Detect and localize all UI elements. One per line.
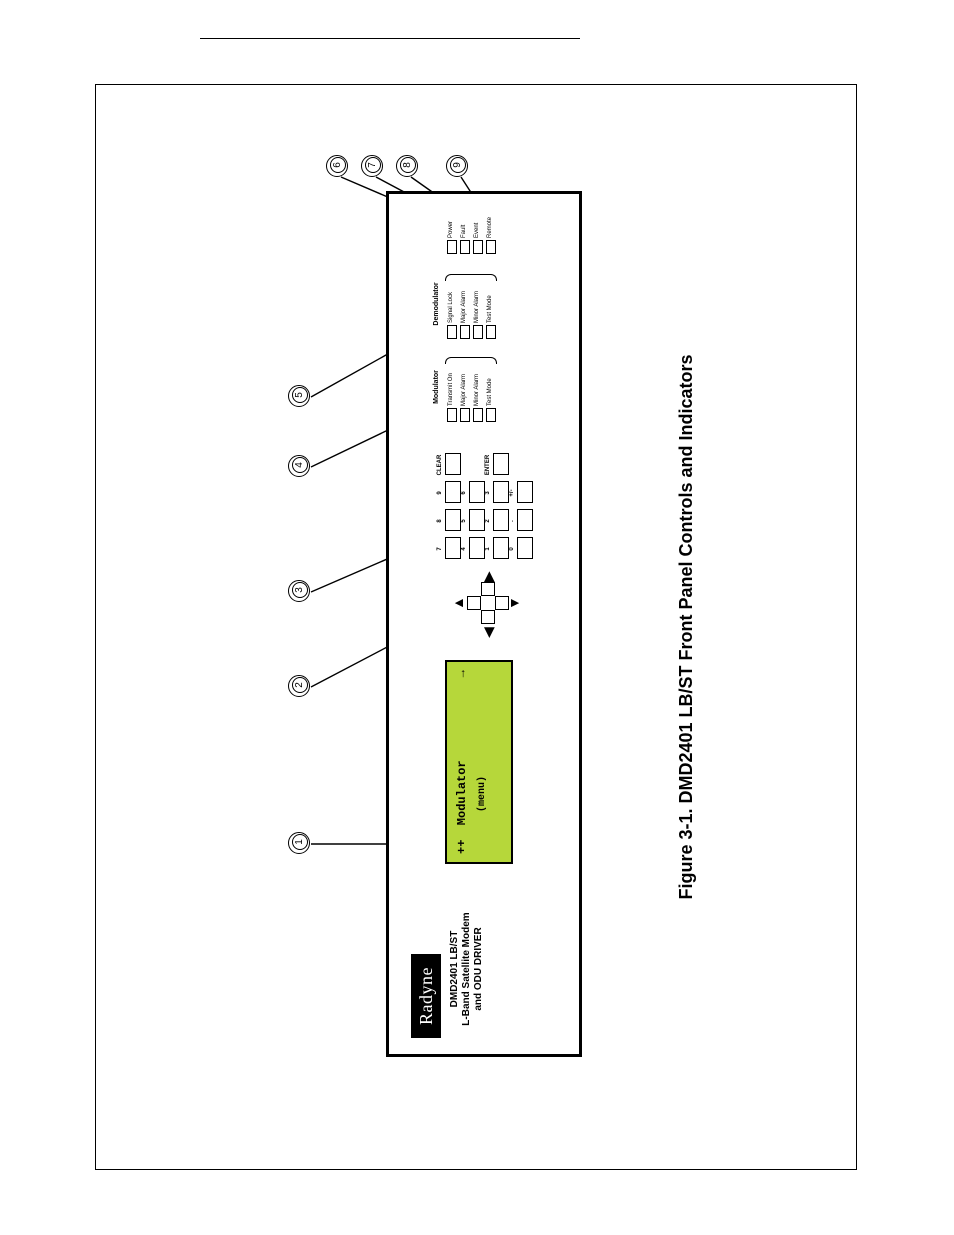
key-clear[interactable]: [445, 453, 461, 475]
front-panel-figure: 1 2 3 4 5 6 7 8 9 Radyne DMD2401 LB/ST L…: [116, 117, 836, 1137]
key-6[interactable]: [469, 481, 485, 503]
key-label: 6: [461, 481, 467, 505]
led-label: Fault: [460, 225, 468, 238]
led-mod-test: [486, 408, 496, 422]
callout-8: 8: [396, 155, 418, 177]
led-fault: [460, 240, 470, 254]
led-label: Transmit On: [447, 373, 455, 406]
brand-logo: Radyne: [411, 954, 441, 1038]
key-label: 9: [437, 481, 443, 505]
product-line-2: L-Band Satellite Modem: [461, 912, 472, 1025]
lcd-line-2: (menu): [477, 776, 488, 812]
figure-frame: 1 2 3 4 5 6 7 8 9 Radyne DMD2401 LB/ST L…: [95, 84, 857, 1170]
key-7[interactable]: [445, 537, 461, 559]
led-power: [447, 240, 457, 254]
cursor-right-button[interactable]: [481, 582, 495, 596]
led-label: Signal Lock: [447, 292, 455, 323]
lcd-display: ++ Modulator → (menu): [445, 660, 513, 864]
callout-5: 5: [288, 385, 310, 407]
arrow-right-icon: ▶: [481, 571, 495, 582]
callout-7: 7: [361, 155, 383, 177]
callout-4: 4: [288, 455, 310, 477]
cursor-pad: ▲ ◀ ▶ ▼: [457, 574, 517, 634]
led-mod-minor: [473, 408, 483, 422]
product-line-3: and ODU DRIVER: [473, 927, 484, 1010]
lcd-line-1: ++ Modulator: [455, 760, 469, 854]
product-line-1: DMD2401 LB/ST: [449, 931, 460, 1008]
cursor-up-button[interactable]: [467, 596, 481, 610]
bracket-icon: [445, 274, 497, 281]
led-dem-minor: [473, 325, 483, 339]
arrow-left-icon: ◀: [481, 627, 495, 638]
callout-6: 6: [326, 155, 348, 177]
led-dem-major: [460, 325, 470, 339]
key-label: .: [509, 509, 515, 533]
key-label: 3: [485, 481, 491, 505]
led-label: Test Mode: [486, 378, 494, 406]
product-label: DMD2401 LB/ST L-Band Satellite Modem and…: [449, 894, 485, 1044]
led-label: Major Alarm: [460, 374, 468, 406]
key-0[interactable]: [517, 537, 533, 559]
led-label: Test Mode: [486, 295, 494, 323]
bracket-icon: [445, 357, 497, 364]
led-label: Minor Alarm: [473, 291, 481, 323]
key-label: 5: [461, 509, 467, 533]
key-dot[interactable]: [517, 509, 533, 531]
front-panel: Radyne DMD2401 LB/ST L-Band Satellite Mo…: [386, 191, 582, 1057]
led-label: Major Alarm: [460, 291, 468, 323]
key-4[interactable]: [469, 537, 485, 559]
key-9[interactable]: [445, 481, 461, 503]
key-label: ENTER: [485, 453, 491, 477]
lcd-arrow-icon: →: [455, 670, 469, 677]
key-label: 7: [437, 537, 443, 561]
key-label: 4: [461, 537, 467, 561]
arrow-up-icon: ▲: [451, 596, 465, 610]
callout-9: 9: [446, 155, 468, 177]
led-signal-lock: [447, 325, 457, 339]
callout-3: 3: [288, 580, 310, 602]
led-label: Power: [447, 221, 455, 238]
key-label: 0: [509, 537, 515, 561]
led-dem-test: [486, 325, 496, 339]
key-label: CLEAR: [437, 453, 443, 477]
led-label: Event: [473, 223, 481, 238]
cursor-left-button[interactable]: [481, 610, 495, 624]
key-label: 8: [437, 509, 443, 533]
key-5[interactable]: [469, 509, 485, 531]
led-group-title: Demodulator: [433, 269, 440, 339]
key-label: 1: [485, 537, 491, 561]
led-event: [473, 240, 483, 254]
key-2[interactable]: [493, 509, 509, 531]
led-group-title: Modulator: [433, 352, 440, 422]
key-enter[interactable]: [493, 453, 509, 475]
key-3[interactable]: [493, 481, 509, 503]
figure-caption: Figure 3-1. DMD2401 LB/ST Front Panel Co…: [676, 117, 697, 1137]
led-mod-major: [460, 408, 470, 422]
key-label: 2: [485, 509, 491, 533]
led-label: Remote: [486, 217, 494, 238]
key-1[interactable]: [493, 537, 509, 559]
callout-1: 1: [288, 832, 310, 854]
key-label: +/-: [509, 481, 515, 505]
callout-2: 2: [288, 675, 310, 697]
arrow-down-icon: ▼: [507, 596, 521, 610]
led-transmit-on: [447, 408, 457, 422]
header-rule: [200, 38, 580, 39]
led-remote: [486, 240, 496, 254]
key-plusminus[interactable]: [517, 481, 533, 503]
key-8[interactable]: [445, 509, 461, 531]
led-label: Minor Alarm: [473, 374, 481, 406]
